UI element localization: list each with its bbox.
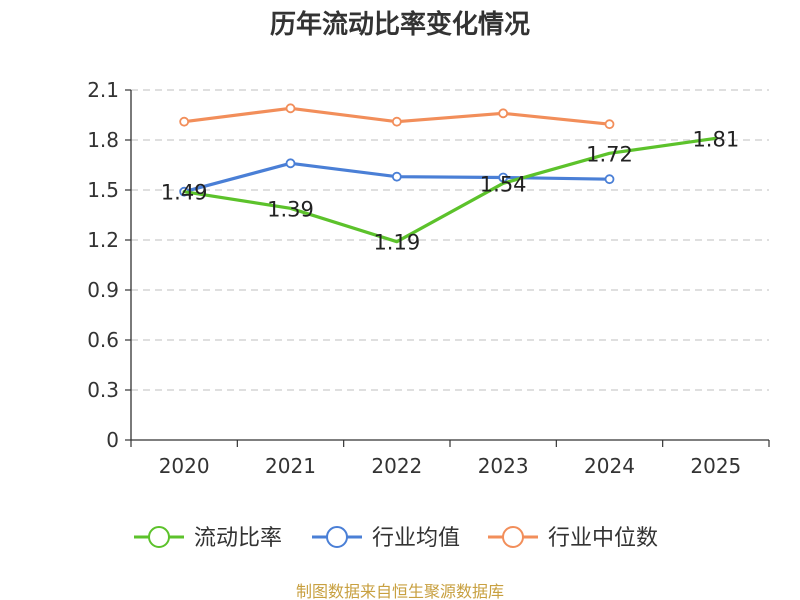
series-layer — [179, 103, 718, 244]
series-2-point-2 — [391, 116, 402, 127]
x-tick-label-2023: 2023 — [478, 454, 529, 478]
y-tick-label-6: 1.8 — [87, 128, 119, 152]
series-2-point-4 — [604, 119, 615, 130]
data-label-2025: 1.81 — [692, 127, 739, 151]
legend-label-1: 行业均值 — [372, 526, 460, 551]
chart-title: 历年流动比率变化情况 — [270, 9, 530, 40]
y-tick-label-0: 0 — [106, 428, 119, 452]
y-tick-label-7: 2.1 — [87, 78, 119, 102]
series-1-point-1 — [285, 158, 296, 169]
series-2-point-1 — [285, 103, 296, 114]
legend-item-0[interactable]: 流动比率 — [134, 526, 282, 551]
legend[interactable]: 流动比率 行业均值 行业中位数 — [134, 526, 658, 551]
x-tick-label-2020: 2020 — [159, 454, 210, 478]
y-tick-label-2: 0.6 — [87, 328, 119, 352]
legend-marker-2 — [502, 526, 524, 548]
series-2-point-3 — [498, 108, 509, 119]
y-tick-label-1: 0.3 — [87, 378, 119, 402]
legend-label-0: 流动比率 — [194, 526, 282, 551]
series-line-0 — [182, 136, 718, 244]
y-tick-label-5: 1.5 — [87, 178, 119, 202]
series-1-point-3 — [498, 172, 509, 183]
data-labels: 1.49 1.39 1.19 1.54 1.72 1.81 — [161, 127, 739, 254]
x-tick-label-2022: 2022 — [371, 454, 422, 478]
data-label-2022: 1.19 — [373, 231, 420, 255]
grid-lines — [131, 89, 769, 391]
legend-marker-1 — [326, 526, 348, 548]
data-label-2021: 1.39 — [267, 197, 314, 221]
series-1-point-4 — [604, 174, 615, 185]
x-tick-label-2025: 2025 — [690, 454, 741, 478]
data-label-2023: 1.54 — [480, 172, 527, 196]
series-2-point-0 — [179, 116, 190, 127]
legend-marker-0 — [148, 526, 170, 548]
series-1-point-2 — [391, 171, 402, 182]
x-tick-label-2021: 2021 — [265, 454, 316, 478]
legend-item-2[interactable]: 行业中位数 — [488, 526, 658, 551]
data-label-2020: 1.49 — [161, 181, 208, 205]
legend-item-1[interactable]: 行业均值 — [312, 526, 460, 551]
y-tick-label-3: 0.9 — [87, 278, 119, 302]
legend-label-2: 行业中位数 — [548, 526, 658, 551]
source-note: 制图数据来自恒生聚源数据库 — [296, 582, 504, 600]
x-tick-label-2024: 2024 — [584, 454, 635, 478]
data-label-2024: 1.72 — [586, 142, 633, 166]
axes: 0 0.3 0.6 0.9 1.2 1.5 1.8 2.1 2020 2021 2022 2023 20… — [87, 78, 770, 478]
y-tick-label-4: 1.2 — [87, 228, 119, 252]
